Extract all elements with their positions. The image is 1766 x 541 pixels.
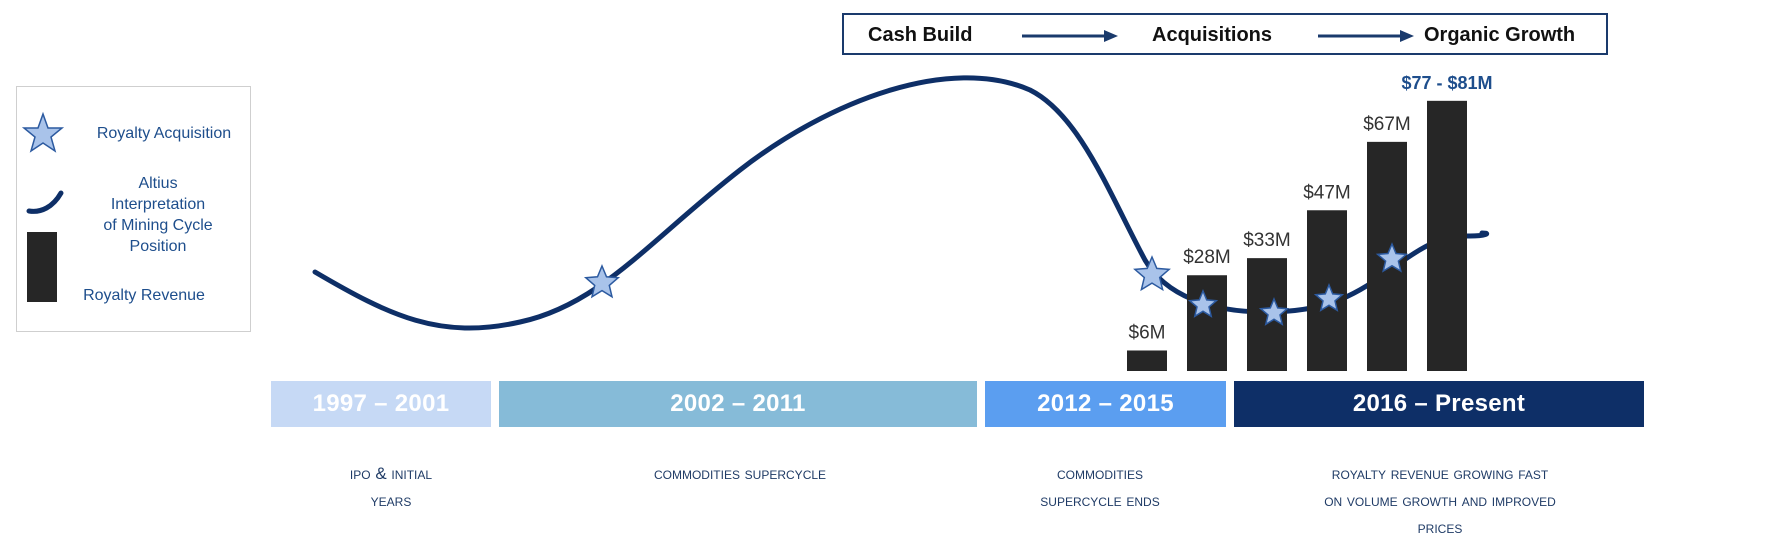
strategy-step-organic-growth: Organic Growth <box>1424 24 1576 46</box>
period-label: 2002 – 2011 <box>670 390 806 417</box>
star-icon <box>21 111 65 153</box>
bar-value-label: $6M <box>1129 322 1166 343</box>
royalty-acquisition-star <box>1258 297 1290 326</box>
arrow-right-icon <box>1022 30 1118 42</box>
royalty-acquisition-star <box>1313 283 1345 312</box>
strategy-step-acquisitions: Acquisitions <box>1152 24 1273 46</box>
period-desc-line: Years <box>370 491 412 510</box>
royalty-acquisition-star <box>583 264 621 299</box>
strategy-step-cash-build: Cash Build <box>868 24 973 46</box>
revenue-bar <box>1127 350 1167 371</box>
period-desc-line: prices <box>1417 518 1463 537</box>
period-label: 2016 – Present <box>1352 390 1526 417</box>
period-band-2012-2015: 2012 – 2015 <box>985 381 1226 427</box>
legend-revenue-label: Royalty Revenue <box>83 287 205 304</box>
period-desc-line: Commodities supercycle <box>653 464 827 483</box>
bar-value-label: $47M <box>1303 182 1351 203</box>
period-desc-line: on volume growth and improved <box>1324 491 1556 510</box>
curve-icon <box>26 190 64 214</box>
bar-value-label: $33M <box>1243 230 1291 251</box>
revenue-bar <box>1427 100 1467 371</box>
royalty-acquisition-star <box>1133 255 1171 292</box>
period-label: 2012 – 2015 <box>1037 390 1174 417</box>
bar-value-label: $67M <box>1363 114 1411 135</box>
legend-cycle-line1: Altius <box>138 175 178 192</box>
period-band-2016-present: 2016 – Present <box>1234 381 1644 427</box>
bar-value-label: $77 - $81M <box>1401 73 1492 93</box>
period-desc-line: Royalty revenue growing fast <box>1331 464 1549 483</box>
bar-swatch-icon <box>27 232 57 302</box>
bar-value-label: $28M <box>1183 247 1231 268</box>
strategy-box <box>842 13 1608 55</box>
legend-cycle-line2: Interpretation <box>110 196 206 213</box>
period-desc-line: supercycle ends <box>1040 491 1160 510</box>
period-desc-2012-2015: Commodities supercycle ends <box>985 460 1215 514</box>
legend-cycle-line4: Position <box>129 238 187 255</box>
period-desc-2016-present: Royalty revenue growing fast on volume g… <box>1250 460 1630 541</box>
revenue-bar <box>1187 275 1227 371</box>
legend-cycle-label: Altius Interpretation of Mining Cycle Po… <box>73 173 243 257</box>
period-desc-1997-2001: IPO & Initial Years <box>291 460 491 514</box>
period-desc-line: IPO & Initial <box>349 464 433 483</box>
period-label: 1997 – 2001 <box>312 390 450 417</box>
royalty-acquisition-star <box>1187 289 1219 318</box>
period-desc-line: Commodities <box>1057 464 1143 483</box>
period-band-2002-2011: 2002 – 2011 <box>499 381 977 427</box>
period-band-1997-2001: 1997 – 2001 <box>271 381 491 427</box>
royalty-acquisition-star <box>1375 242 1409 273</box>
arrow-right-icon <box>1318 30 1414 42</box>
period-desc-2002-2011: Commodities supercycle <box>560 460 920 487</box>
legend-cycle-line3: of Mining Cycle <box>103 217 213 234</box>
legend-acquisition-label: Royalty Acquisition <box>96 125 232 142</box>
legend: Royalty Acquisition Altius Interpretatio… <box>16 86 251 332</box>
